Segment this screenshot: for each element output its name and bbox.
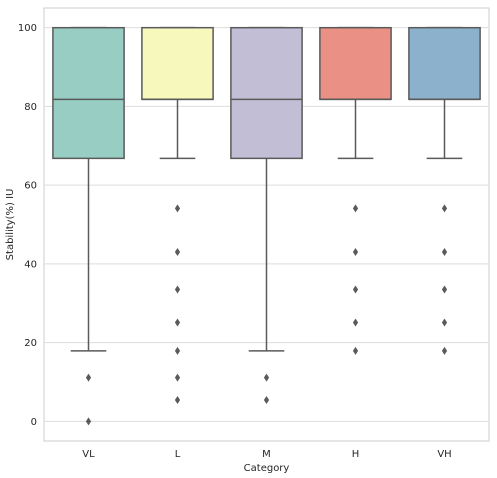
box-M: [230, 26, 303, 405]
y-tick-label: 40: [24, 259, 37, 270]
outlier-point: [352, 318, 359, 327]
y-tick-label: 20: [24, 338, 37, 349]
outlier-point: [174, 373, 181, 382]
y-tick-label: 100: [18, 23, 37, 34]
box-body: [52, 26, 125, 160]
outlier-point: [352, 285, 359, 294]
outlier-point: [441, 346, 448, 355]
x-tick-labels: VL L M H VH: [82, 449, 451, 460]
x-tick-label: VH: [437, 449, 451, 460]
outlier-point: [174, 318, 181, 327]
outlier-point: [85, 417, 92, 426]
outlier-point: [85, 373, 92, 382]
outlier-point: [352, 248, 359, 257]
outlier-point: [441, 204, 448, 213]
boxes-group: [52, 26, 481, 426]
outlier-point: [174, 285, 181, 294]
x-axis-label: Category: [244, 463, 290, 474]
y-axis-label: Stability(%) IU: [5, 189, 16, 261]
box-VL: [52, 26, 125, 426]
outlier-point: [174, 204, 181, 213]
box-body: [141, 26, 214, 101]
box-body: [408, 26, 481, 101]
outlier-point: [352, 204, 359, 213]
outlier-point: [441, 248, 448, 257]
y-tick-label: 60: [24, 181, 37, 192]
box-body: [230, 26, 303, 160]
outlier-point: [352, 346, 359, 355]
x-tick-label: H: [352, 449, 360, 460]
outlier-point: [174, 396, 181, 405]
box-L: [141, 26, 214, 405]
outlier-point: [263, 396, 270, 405]
box-body: [319, 26, 392, 101]
y-tick-label: 0: [31, 417, 37, 428]
outlier-point: [441, 285, 448, 294]
box-VH: [408, 26, 481, 355]
box-H: [319, 26, 392, 355]
x-tick-label: M: [262, 449, 271, 460]
outlier-point: [263, 373, 270, 382]
x-tick-label: VL: [82, 449, 95, 460]
outlier-point: [441, 318, 448, 327]
x-tick-label: L: [175, 449, 181, 460]
y-tick-labels: 0 20 40 60 80 100: [18, 23, 37, 428]
outlier-point: [174, 248, 181, 257]
outlier-point: [174, 346, 181, 355]
y-tick-label: 80: [24, 102, 37, 113]
